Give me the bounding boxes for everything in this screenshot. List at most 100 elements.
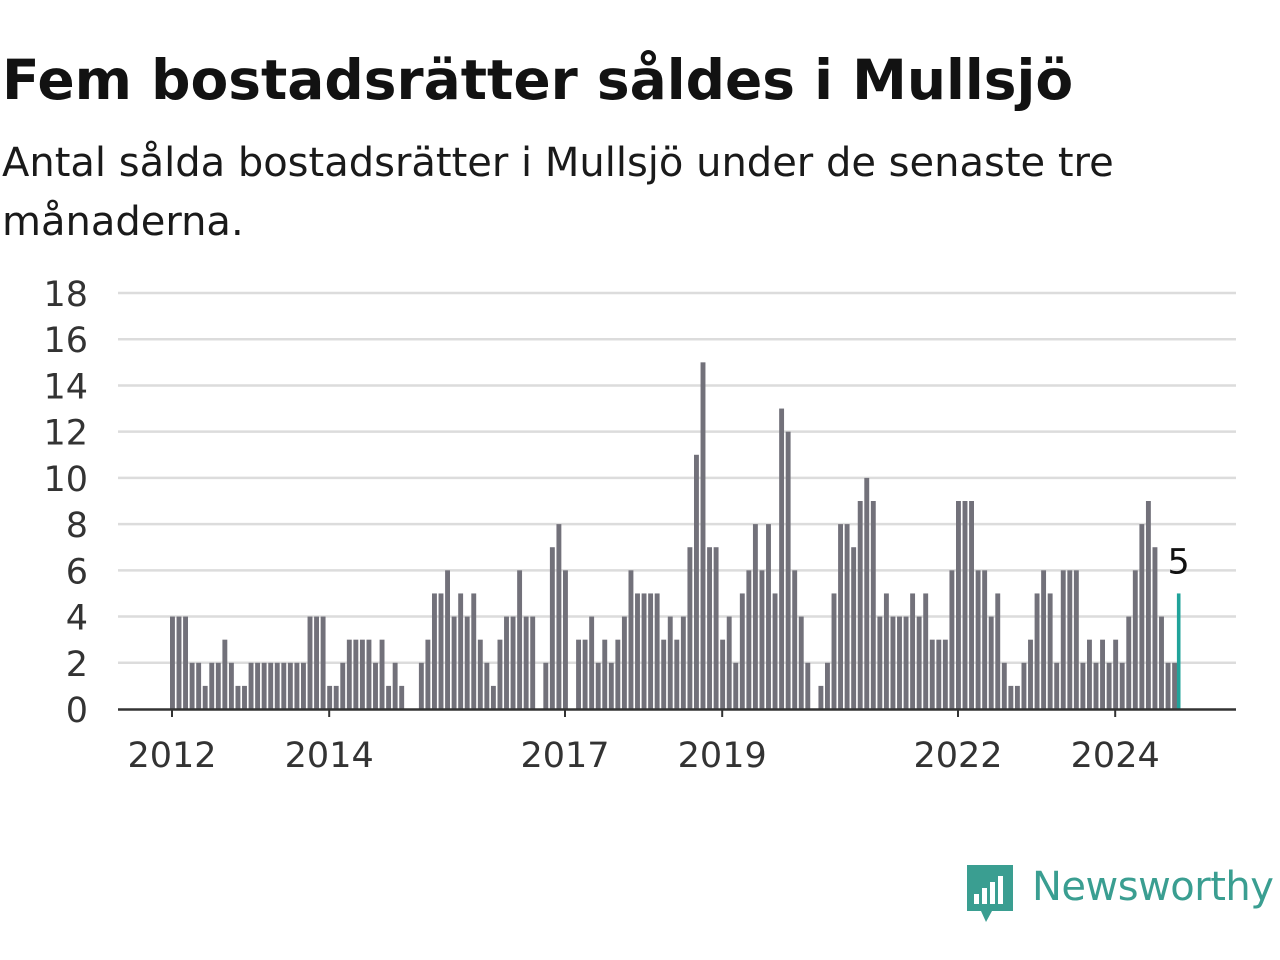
bar [301,662,306,709]
y-tick-label: 8 [66,506,88,546]
chart-subtitle: Antal sålda bostadsrätter i Mullsjö unde… [2,140,1114,245]
bar [916,616,922,709]
bar [1041,570,1047,709]
bar [1073,570,1079,709]
bar [196,662,202,709]
bar [929,639,935,709]
brand-name: Newsworthy [1032,864,1274,910]
x-tick-label: 2017 [520,736,609,776]
bar [641,593,647,709]
bar [897,616,902,709]
bar [418,662,424,709]
bar [327,685,333,709]
bar [628,570,634,709]
bar [1080,662,1086,709]
bar [189,662,195,709]
bar [831,593,837,709]
bar [346,639,352,709]
y-tick-label: 10 [43,460,88,500]
bar [864,477,870,709]
bar [1008,685,1014,709]
bar [1152,547,1158,709]
newsworthy-logo-icon [967,865,1013,922]
bar [883,593,889,709]
bar [490,685,496,709]
x-tick-label: 2019 [678,736,767,776]
bar [752,524,758,709]
bar [759,570,765,709]
data-labels: 5 [1168,542,1190,582]
bar [838,524,843,709]
bar [739,593,745,709]
bar [1060,570,1066,709]
bar [1028,639,1033,709]
bar [209,662,215,709]
bar [844,524,850,709]
bar [1014,685,1020,709]
bar [255,662,261,709]
bar [667,616,673,709]
bar [235,685,241,709]
bar [228,662,234,709]
bar [870,501,876,709]
bar [1100,639,1105,709]
bar [170,616,175,709]
bar [432,593,437,709]
bar [510,616,516,709]
bar [464,616,470,709]
x-tick-label: 2022 [913,736,1002,776]
bar [635,593,640,709]
bar [530,616,536,709]
bar [1119,662,1125,709]
bar [1067,570,1073,709]
y-tick-label: 6 [66,552,88,592]
bar [942,639,948,709]
bar [314,616,319,709]
bar [353,639,359,709]
bar [805,662,811,709]
bar [825,662,830,709]
bar [445,570,450,709]
bar [1093,662,1099,709]
bar [1132,570,1138,709]
bar [962,501,968,709]
bar [261,662,267,709]
bar [857,501,863,709]
bar-highlight [1176,593,1181,709]
bar [307,616,313,709]
bar [359,639,365,709]
bar [517,570,523,709]
y-tick-label: 18 [43,275,88,315]
chart-title: Fem bostadsrätter såldes i Mullsjö [2,48,1074,112]
bar [1159,616,1164,709]
x-tick-label: 2012 [127,736,216,776]
bar [713,547,719,709]
bar [1172,662,1178,709]
bar [268,662,274,709]
bar [287,662,293,709]
bar [602,639,608,709]
bar [392,662,398,709]
bar [523,616,529,709]
bar [379,639,385,709]
bar [589,616,595,709]
bar [694,454,699,709]
bar [1145,501,1151,709]
y-tick-label: 0 [66,691,88,731]
bar [648,593,654,709]
bar [726,616,732,709]
x-tick-label: 2024 [1071,736,1160,776]
bar [366,639,372,709]
bar [202,685,208,709]
bar [176,616,182,709]
bar [792,570,798,709]
bar [746,570,752,709]
bars [170,362,1181,709]
bar [281,662,287,709]
bar [654,593,660,709]
bar [720,639,726,709]
bar [851,547,857,709]
y-axis-ticks: 0 2 4 6 8 10 12 14 16 18 [43,275,88,731]
x-axis-ticks: 2012 2014 2017 2019 2022 2024 [127,709,1160,776]
